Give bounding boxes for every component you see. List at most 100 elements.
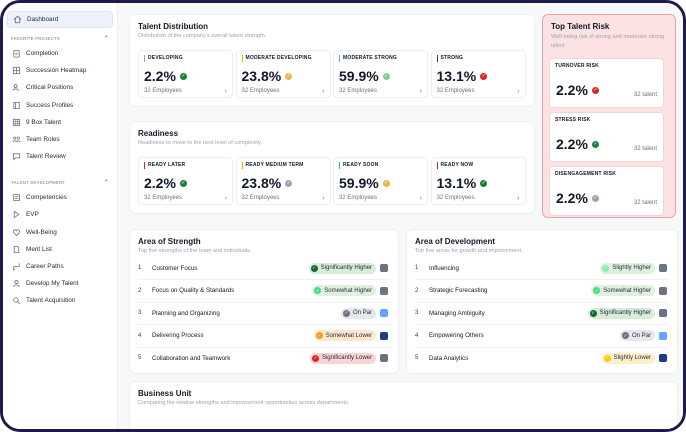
users-icon xyxy=(11,83,21,93)
area-of-strength-title: Area of Strength xyxy=(138,237,201,246)
metric-value: 59.9% xyxy=(339,175,379,191)
row-label: Collaboration and Teamwork xyxy=(152,354,231,362)
sidebar-item-9-box-talent[interactable]: 9 Box Talent xyxy=(7,114,113,131)
chevron-right-icon[interactable]: › xyxy=(224,88,227,95)
table-row[interactable]: 2 Strategic Forecasting xyxy=(415,282,665,300)
table-row[interactable]: 5 Data Analytics xyxy=(415,349,665,367)
table-row[interactable]: 2 Focus on Quality & Standards xyxy=(138,282,388,300)
sidebar-item-competencies[interactable]: Competencies xyxy=(7,189,113,206)
sidebar-item-label: Competencies xyxy=(26,194,67,202)
sidebar-item-label: Merit List xyxy=(26,245,52,253)
chevron-up-icon: ⌃ xyxy=(103,36,109,42)
status-dot-icon: ✓ xyxy=(314,287,322,294)
metric-employees: 32 Employees xyxy=(241,195,280,201)
metric-footer: 32 Employees › xyxy=(144,88,227,95)
sidebar-item-completion[interactable]: Completion xyxy=(7,45,113,62)
metric-tile[interactable]: READY NOW 13.1% ✓ 32 Employees › xyxy=(430,157,526,205)
status-badge: ✓ Somewhat Higher xyxy=(312,285,376,296)
table-row[interactable]: 4 Delivering Process xyxy=(138,327,388,345)
table-row[interactable]: 1 Influencing xyxy=(415,259,665,277)
status-text: Slightly Higher xyxy=(612,265,651,271)
metric-label: READY LATER xyxy=(144,162,227,169)
metric-footer: 32 Employees › xyxy=(242,195,325,202)
table-row[interactable]: 3 Planning and Organizing xyxy=(138,304,388,322)
details-icon[interactable] xyxy=(380,286,388,295)
metric-employees: 32 Employees xyxy=(339,88,378,94)
favorites-section-title: FAVORITE PROJECTS xyxy=(11,36,60,41)
risk-meta: 32 talent xyxy=(633,200,657,206)
status-badge: ✓ On Par xyxy=(619,330,655,341)
row-rank: 5 xyxy=(138,355,142,361)
sidebar-item-label: Critical Positions xyxy=(26,84,74,92)
table-row[interactable]: 3 Managing Ambiguity xyxy=(415,304,665,322)
metric-label: MODERATE STRONG xyxy=(339,55,422,62)
details-icon[interactable] xyxy=(659,264,667,272)
table-row[interactable]: 5 Collaboration and Teamwork xyxy=(138,349,388,367)
row-rank: 5 xyxy=(415,355,419,361)
metric-value-row: 23.8% ✓ xyxy=(242,68,325,84)
metric-tile[interactable]: READY SOON 59.9% ✓ 32 Employees › xyxy=(333,157,428,205)
readiness-subtitle: Readiness to move to the next level of c… xyxy=(138,140,262,146)
heart-icon xyxy=(11,227,21,237)
row-rank: 2 xyxy=(138,287,142,294)
chevron-right-icon[interactable]: › xyxy=(517,88,520,95)
details-icon[interactable] xyxy=(380,354,388,362)
details-icon[interactable] xyxy=(659,309,667,317)
chevron-right-icon[interactable]: › xyxy=(419,195,422,202)
status-badge: ✓ Significantly Higher xyxy=(587,307,655,319)
sidebar-item-evp[interactable]: EVP xyxy=(7,206,113,223)
sidebar-item-merit-list[interactable]: Merit List xyxy=(7,241,113,258)
metric-tile[interactable]: MODERATE STRONG 59.9% ✓ 32 Employees › xyxy=(333,50,428,98)
sidebar-item-team-roles[interactable]: Team Roles xyxy=(7,131,113,148)
metric-tile[interactable]: READY LATER 2.2% ✓ 32 Employees › xyxy=(138,157,233,205)
table-row[interactable]: 4 Empowering Others xyxy=(415,327,665,345)
details-icon[interactable] xyxy=(659,286,667,295)
sidebar-item-success-profiles[interactable]: Success Profiles xyxy=(7,97,113,114)
metric-employees: 32 Employees xyxy=(144,88,183,94)
sidebar-item-dashboard[interactable]: Dashboard xyxy=(7,11,113,28)
metric-value: 59.9% xyxy=(339,68,379,84)
risk-tile[interactable]: STRESS RISK 2.2% ✓ 32 talent xyxy=(549,112,664,162)
sidebar-item-develop-my-talent[interactable]: Develop My Talent xyxy=(7,275,113,292)
sidebar-item-career-paths[interactable]: Career Paths xyxy=(7,258,113,275)
metric-tile[interactable]: READY MEDIUM TERM 23.8% ✓ 32 Employees › xyxy=(235,157,331,205)
details-icon[interactable] xyxy=(380,264,388,272)
talent-development-section-header[interactable]: TALENT DEVELOPMENT ⌃ xyxy=(11,179,109,186)
metric-tile[interactable]: STRONG 13.1% ✓ 32 Employees › xyxy=(430,50,526,98)
risk-tile[interactable]: DISENGAGEMENT RISK 2.2% ✓ 32 talent xyxy=(549,166,664,216)
chevron-right-icon[interactable]: › xyxy=(419,88,422,95)
status-text: Slightly Lower xyxy=(613,355,651,361)
row-rank: 1 xyxy=(138,265,142,271)
status-badge: ✓ Slightly Lower xyxy=(601,352,655,364)
sidebar-item-succession-heatmap[interactable]: Succession Heatmap xyxy=(7,62,113,79)
metric-value: 2.2% xyxy=(144,68,176,84)
top-talent-risk-subtitle: Well-being risk of strong and moderate s… xyxy=(551,34,665,49)
details-icon[interactable] xyxy=(659,331,667,340)
trend-badge-icon: ✓ xyxy=(179,179,187,187)
sidebar-item-critical-positions[interactable]: Critical Positions xyxy=(7,79,113,96)
details-icon[interactable] xyxy=(380,309,388,317)
details-icon[interactable] xyxy=(380,331,388,340)
metric-tile[interactable]: DEVELOPING 2.2% ✓ 32 Employees › xyxy=(138,50,233,98)
grid-icon xyxy=(11,66,21,76)
status-text: Somewhat Higher xyxy=(324,287,372,294)
row-divider xyxy=(415,324,667,325)
row-label: Data Analytics xyxy=(429,354,469,362)
chevron-right-icon[interactable]: › xyxy=(224,195,227,202)
row-rank: 4 xyxy=(415,332,419,339)
sidebar-item-talent-acquisition[interactable]: Talent Acquisition xyxy=(7,292,113,309)
trend-badge-icon: ✓ xyxy=(480,179,488,187)
sidebar-item-label: Completion xyxy=(26,50,59,57)
table-row[interactable]: 1 Customer Focus xyxy=(138,259,388,277)
sidebar-item-well-being[interactable]: Well-Being xyxy=(7,224,113,241)
favorites-section-header[interactable]: FAVORITE PROJECTS ⌃ xyxy=(11,35,109,42)
chevron-right-icon[interactable]: › xyxy=(517,195,520,202)
risk-tile[interactable]: TURNOVER RISK 2.2% ✓ 32 talent xyxy=(549,58,664,108)
risk-label: STRESS RISK xyxy=(555,117,591,123)
sidebar-item-talent-review[interactable]: Talent Review xyxy=(7,148,113,165)
talent-distribution-card: Talent Distribution Distribution of the … xyxy=(129,14,535,107)
metric-tile[interactable]: MODERATE DEVELOPING 23.8% ✓ 32 Employees › xyxy=(235,50,331,98)
details-icon[interactable] xyxy=(659,354,667,362)
chevron-right-icon[interactable]: › xyxy=(322,88,325,95)
chevron-right-icon[interactable]: › xyxy=(322,195,325,202)
